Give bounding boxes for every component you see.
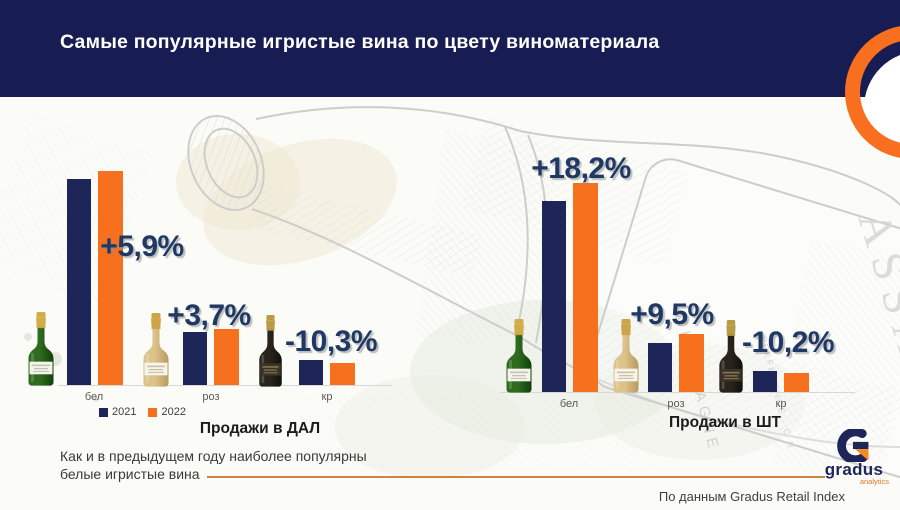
bar-2022-кр: [784, 373, 809, 392]
insight-text-line1: Как и в предыдущем году наиболее популяр…: [60, 448, 367, 464]
champagne-bottle-beige-icon: [611, 319, 641, 393]
gradus-logo-sub: analytics: [859, 477, 889, 486]
bar-2022-кр: [330, 363, 355, 385]
left-chart-legend: 2021 2022: [99, 406, 186, 418]
bar-2021-кр: [299, 360, 323, 385]
left-chart-title: Продажи в ДАЛ: [199, 420, 321, 437]
gradus-g-icon: [837, 429, 869, 462]
bar-2022-бел: [572, 183, 598, 392]
bar-2021-роз: [648, 343, 672, 392]
right-cat-roz: роз: [667, 398, 685, 410]
legend-swatch-2021: [99, 407, 108, 417]
data-source-note: По данным Gradus Retail Index: [658, 489, 845, 504]
champagne-bottle-black-icon: [257, 315, 284, 387]
insight-text-line2: белые игристые вина: [60, 466, 200, 482]
champagne-bottle-green-icon: [26, 312, 56, 386]
bar-2022-роз: [679, 334, 704, 392]
right-chart-title: Продажи в ШТ: [668, 414, 782, 431]
bar-2022-бел: [97, 171, 123, 385]
gradus-logo-word: gradus: [824, 460, 884, 479]
bar-2021-роз: [183, 332, 207, 385]
orange-divider-line: [207, 476, 825, 478]
legend-label-2022: 2022: [161, 406, 186, 418]
pct-dal-kr: -10,3%: [284, 325, 378, 358]
right-cat-kr: кр: [775, 398, 787, 410]
gradus-logo: gradus analytics: [818, 429, 890, 486]
bar-2021-бел: [66, 179, 91, 385]
left-chart-axis: [58, 385, 392, 386]
pct-sht-kr: -10,2%: [741, 326, 835, 359]
header-band: Самые популярные игристые вина по цвету …: [0, 0, 900, 97]
legend-label-2021: 2021: [112, 406, 137, 418]
pct-sht-roz: +9,5%: [630, 298, 714, 331]
legend-swatch-2022: [148, 407, 158, 417]
pct-dal-roz: +3,7%: [167, 299, 251, 332]
legend-item-2021: 2021: [99, 406, 136, 418]
right-cat-bel: бел: [559, 398, 579, 410]
left-cat-kr: кр: [321, 391, 333, 403]
bar-2021-бел: [541, 201, 566, 392]
right-chart-axis: [500, 392, 855, 393]
legend-item-2022: 2022: [148, 406, 186, 418]
left-cat-bel: бел: [84, 391, 104, 403]
slide-title: Самые популярные игристые вина по цвету …: [60, 31, 660, 53]
champagne-bottle-green-icon: [504, 319, 534, 393]
champagne-bottle-beige-icon: [141, 313, 171, 387]
champagne-bottle-black-icon: [717, 320, 745, 393]
pct-dal-bel: +5,9%: [100, 230, 184, 263]
left-cat-roz: роз: [202, 391, 220, 403]
bar-2021-кр: [753, 371, 777, 392]
bar-2022-роз: [214, 329, 239, 385]
pct-sht-bel: +18,2%: [531, 152, 631, 185]
